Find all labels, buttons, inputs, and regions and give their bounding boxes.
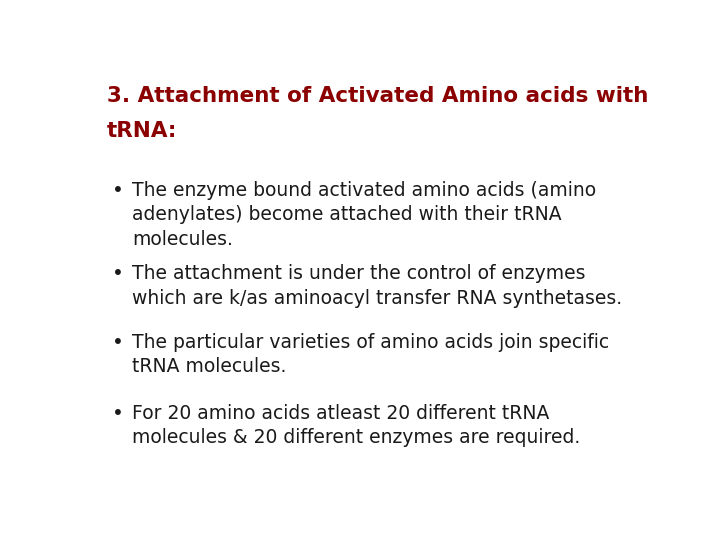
Text: For 20 amino acids atleast 20 different tRNA
molecules & 20 different enzymes ar: For 20 amino acids atleast 20 different …: [132, 404, 580, 447]
Text: The attachment is under the control of enzymes
which are k/as aminoacyl transfer: The attachment is under the control of e…: [132, 265, 622, 308]
Text: The enzyme bound activated amino acids (amino
adenylates) become attached with t: The enzyme bound activated amino acids (…: [132, 181, 596, 249]
Text: 3. Attachment of Activated Amino acids with: 3. Attachment of Activated Amino acids w…: [107, 85, 648, 106]
Text: •: •: [112, 333, 124, 352]
Text: tRNA:: tRNA:: [107, 121, 177, 141]
Text: •: •: [112, 181, 124, 200]
Text: •: •: [112, 404, 124, 423]
Text: •: •: [112, 265, 124, 284]
Text: The particular varieties of amino acids join specific
tRNA molecules.: The particular varieties of amino acids …: [132, 333, 609, 376]
